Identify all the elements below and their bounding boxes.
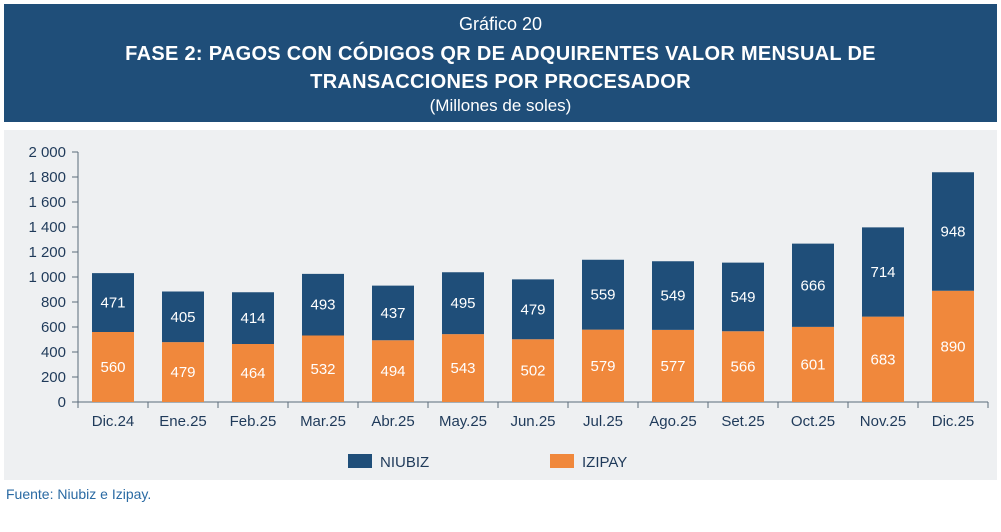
bar-label-niubiz: 493 (310, 297, 335, 314)
source-note: Fuente: Niubiz e Izipay. (6, 486, 152, 502)
bar-label-niubiz: 948 (940, 224, 965, 241)
bar-niubiz (372, 285, 414, 341)
y-tick-label: 1 400 (28, 219, 66, 236)
bar-izipay (862, 316, 904, 402)
bar-niubiz (792, 243, 834, 327)
bar-niubiz (302, 273, 344, 336)
x-tick-label: Jul.25 (583, 413, 623, 430)
chart-title-line-2: TRANSACCIONES POR PROCESADOR (310, 71, 691, 93)
bar-label-izipay: 560 (100, 359, 125, 376)
bar-izipay (792, 326, 834, 402)
y-tick-label: 1 800 (28, 169, 66, 186)
bar-izipay (302, 335, 344, 402)
bar-label-izipay: 502 (520, 363, 545, 380)
bar-label-izipay: 577 (660, 358, 685, 375)
bar-label-izipay: 494 (380, 363, 405, 380)
bar-label-izipay: 601 (800, 356, 825, 373)
chart-number: Gráfico 20 (458, 14, 543, 34)
bar-label-izipay: 532 (310, 361, 335, 378)
bar-niubiz (722, 262, 764, 332)
bar-niubiz (582, 259, 624, 330)
bar-izipay (512, 339, 554, 402)
bar-label-izipay: 464 (240, 365, 265, 382)
bar-niubiz (232, 292, 274, 344)
bar-label-niubiz: 549 (660, 288, 685, 305)
bar-izipay (582, 329, 624, 402)
bar-izipay (932, 290, 974, 402)
bar-izipay (722, 331, 764, 402)
bar-niubiz (932, 172, 974, 291)
chart-header: Gráfico 20 FASE 2: PAGOS CON CÓDIGOS QR … (4, 4, 997, 122)
bar-label-niubiz: 405 (170, 309, 195, 326)
bar-label-izipay: 543 (450, 360, 475, 377)
x-tick-label: Dic.25 (932, 413, 975, 430)
bar-niubiz (162, 291, 204, 343)
bar-label-niubiz: 437 (380, 305, 405, 322)
y-tick-label: 400 (41, 344, 66, 361)
x-tick-label: Ene.25 (159, 413, 207, 430)
bar-label-izipay: 890 (940, 338, 965, 355)
bar-label-niubiz: 549 (730, 289, 755, 306)
bar-label-niubiz: 495 (450, 295, 475, 312)
x-tick-label: Set.25 (721, 413, 764, 430)
bar-izipay (162, 342, 204, 402)
bar-izipay (442, 334, 484, 402)
bar-niubiz (442, 272, 484, 335)
bar-niubiz (862, 227, 904, 317)
chart-subtitle: (Millones de soles) (429, 96, 572, 115)
bar-izipay (652, 329, 694, 402)
bar-label-niubiz: 666 (800, 277, 825, 294)
y-tick-label: 200 (41, 369, 66, 386)
bar-label-izipay: 566 (730, 359, 755, 376)
bar-niubiz (512, 279, 554, 340)
bar-label-izipay: 579 (590, 358, 615, 375)
chart-title: FASE 2: PAGOS CON CÓDIGOS QR DE ADQUIREN… (4, 40, 997, 96)
y-tick-label: 1 200 (28, 244, 66, 261)
x-tick-label: May.25 (439, 413, 487, 430)
y-tick-label: 1 600 (28, 194, 66, 211)
bar-label-niubiz: 479 (520, 301, 545, 318)
bar-label-niubiz: 714 (870, 264, 895, 281)
bar-label-izipay: 683 (870, 351, 895, 368)
bar-label-niubiz: 414 (240, 310, 265, 327)
x-tick-label: Feb.25 (230, 413, 277, 430)
bar-label-niubiz: 471 (100, 295, 125, 312)
chart-title-line-1: FASE 2: PAGOS CON CÓDIGOS QR DE ADQUIREN… (125, 43, 876, 65)
legend-label-niubiz: NIUBIZ (380, 454, 429, 471)
legend-swatch-izipay (550, 454, 574, 468)
bar-label-niubiz: 559 (590, 287, 615, 304)
x-tick-label: Dic.24 (92, 413, 135, 430)
legend-swatch-niubiz (348, 454, 372, 468)
y-tick-label: 0 (58, 394, 66, 411)
x-tick-label: Mar.25 (300, 413, 346, 430)
x-tick-label: Ago.25 (649, 413, 697, 430)
x-tick-label: Nov.25 (860, 413, 906, 430)
bar-niubiz (652, 261, 694, 330)
bar-label-izipay: 479 (170, 364, 195, 381)
y-tick-label: 2 000 (28, 144, 66, 161)
x-tick-label: Abr.25 (371, 413, 414, 430)
y-tick-label: 600 (41, 319, 66, 336)
y-tick-label: 800 (41, 294, 66, 311)
legend-label-izipay: IZIPAY (582, 454, 627, 471)
bar-izipay (92, 332, 134, 402)
bar-niubiz (92, 273, 134, 332)
y-tick-label: 1 000 (28, 269, 66, 286)
x-tick-label: Oct.25 (791, 413, 835, 430)
bar-izipay (232, 344, 274, 402)
bar-izipay (372, 340, 414, 402)
x-tick-label: Jun.25 (510, 413, 555, 430)
